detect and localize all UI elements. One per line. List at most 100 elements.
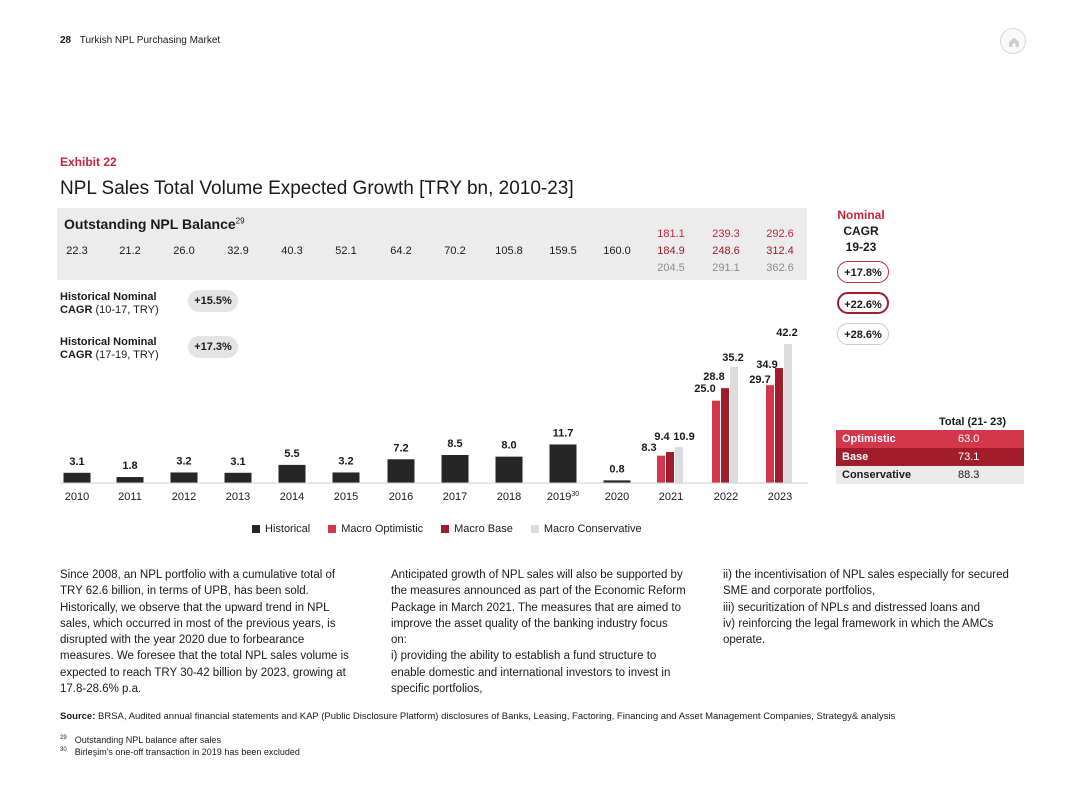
balance-value: 32.9 — [227, 245, 249, 257]
page-header: 28 Turkish NPL Purchasing Market — [60, 35, 220, 46]
bar-historical-2019 — [549, 444, 577, 483]
bar-base-2021 — [666, 452, 674, 483]
balance-value-optimistic: 239.3 — [712, 228, 740, 240]
report-title: Turkish NPL Purchasing Market — [79, 35, 221, 46]
balance-value: 52.1 — [335, 245, 357, 257]
totals-row-conservative: Conservative 88.3 — [836, 466, 1024, 484]
totals-table: Total (21- 23) Optimistic 63.0 Base 73.1 C… — [836, 416, 1024, 484]
bar-label-optimistic-2023: 29.7 — [749, 374, 770, 386]
legend-historical: Historical — [252, 523, 310, 535]
balance-value: 26.0 — [173, 245, 195, 257]
nominal-cagr-base: +22.6% — [837, 292, 889, 314]
body-column-2: Anticipated growth of NPL sales will als… — [391, 569, 686, 696]
x-tick-2012: 2012 — [172, 491, 196, 503]
bar-historical-2015 — [332, 472, 360, 483]
totals-row-base: Base 73.1 — [836, 448, 1024, 466]
home-icon — [1009, 37, 1019, 47]
x-tick-2013: 2013 — [226, 491, 250, 503]
balance-value-conservative: 291.1 — [712, 262, 740, 274]
bar-conservative-2021 — [675, 447, 683, 483]
bar-label-historical-2010: 3.1 — [69, 456, 84, 468]
nominal-cagr-optimistic: +17.8% — [837, 261, 889, 283]
source-note: Source: BRSA, Audited annual financial s… — [60, 711, 896, 722]
bar-conservative-2022 — [730, 367, 738, 483]
x-tick-2014: 2014 — [280, 491, 304, 503]
bar-label-historical-2020: 0.8 — [609, 463, 624, 475]
x-tick-2010: 2010 — [65, 491, 89, 503]
bar-label-base-2023: 34.9 — [756, 359, 777, 371]
balance-value-base: 184.9 — [657, 245, 685, 257]
balance-value-optimistic: 292.6 — [766, 228, 794, 240]
balance-value: 70.2 — [444, 245, 466, 257]
balance-value: 21.2 — [119, 245, 141, 257]
bar-label-conservative-2023: 42.2 — [776, 327, 797, 339]
bar-label-historical-2018: 8.0 — [501, 440, 516, 452]
x-tick-2015: 2015 — [334, 491, 358, 503]
legend-base: Macro Base — [441, 523, 513, 535]
balance-value-conservative: 204.5 — [657, 262, 685, 274]
bar-historical-2012 — [170, 472, 198, 483]
balance-value: 159.5 — [549, 245, 577, 257]
balance-value-base: 248.6 — [712, 245, 740, 257]
balance-value: 160.0 — [603, 245, 631, 257]
bar-label-historical-2016: 7.2 — [393, 442, 408, 454]
x-tick-2018: 2018 — [497, 491, 521, 503]
bar-base-2022 — [721, 388, 729, 483]
totals-header: Total (21- 23) — [938, 416, 1006, 428]
bar-label-base-2021: 9.4 — [654, 431, 670, 443]
bar-label-base-2022: 28.8 — [703, 371, 724, 383]
historical-cagr-label-2: Historical Nominal CAGR (17-19, TRY) — [60, 336, 159, 361]
x-tick-2011: 2011 — [118, 491, 142, 503]
nominal-cagr-heading: Nominal CAGR 19-23 — [837, 208, 885, 254]
nominal-cagr-conservative: +28.6% — [837, 323, 889, 345]
bar-historical-2017 — [441, 455, 469, 483]
bar-optimistic-2021 — [657, 455, 665, 483]
bar-optimistic-2022 — [712, 400, 720, 483]
balance-value-optimistic: 181.1 — [657, 228, 685, 240]
footnote-30: 30 Birleşim's one-off transaction in 2019… — [60, 747, 300, 757]
bar-optimistic-2023 — [766, 385, 774, 483]
bar-historical-2018 — [495, 456, 523, 483]
bar-historical-2016 — [387, 459, 415, 483]
chart-title: NPL Sales Total Volume Expected Growth [… — [60, 178, 574, 199]
bar-historical-2011 — [116, 477, 144, 483]
bar-base-2023 — [775, 368, 783, 483]
historical-cagr-pill-2: +17.3% — [188, 336, 238, 358]
bar-historical-2020 — [603, 480, 631, 483]
x-tick-2021: 2021 — [659, 491, 683, 503]
x-tick-2019: 201930 — [547, 491, 579, 503]
bar-label-conservative-2022: 35.2 — [722, 352, 743, 364]
bar-label-historical-2013: 3.1 — [230, 456, 245, 468]
footnote-29: 29 Outstanding NPL balance after sales — [60, 735, 221, 745]
bar-label-historical-2012: 3.2 — [176, 455, 191, 467]
bar-label-historical-2014: 5.5 — [284, 448, 299, 460]
body-column-3: ii) the incentivisation of NPL sales esp… — [723, 569, 1009, 647]
balance-value: 22.3 — [66, 245, 88, 257]
bar-historical-2013 — [224, 472, 252, 483]
bar-label-optimistic-2021: 8.3 — [641, 442, 656, 454]
bar-label-conservative-2021: 10.9 — [673, 431, 694, 443]
historical-cagr-label-1: Historical Nominal CAGR (10-17, TRY) — [60, 291, 159, 316]
outstanding-balance-title: Outstanding NPL Balance29 — [64, 216, 245, 232]
chart-legend: Historical Macro Optimistic Macro Base M… — [252, 523, 642, 535]
home-button[interactable] — [1000, 28, 1026, 54]
balance-value: 64.2 — [390, 245, 412, 257]
legend-conservative: Macro Conservative — [530, 523, 642, 535]
historical-cagr-pill-1: +15.5% — [188, 290, 238, 312]
balance-value-base: 312.4 — [766, 245, 794, 257]
totals-row-optimistic: Optimistic 63.0 — [836, 430, 1024, 448]
x-tick-2016: 2016 — [389, 491, 413, 503]
bar-label-optimistic-2022: 25.0 — [694, 383, 715, 395]
outstanding-balance-panel — [57, 208, 807, 280]
bar-historical-2010 — [63, 472, 91, 483]
bar-label-historical-2015: 3.2 — [338, 455, 353, 467]
x-tick-2017: 2017 — [443, 491, 467, 503]
x-tick-2023: 2023 — [768, 491, 792, 503]
balance-value: 105.8 — [495, 245, 523, 257]
bar-label-historical-2019: 11.7 — [553, 427, 574, 439]
balance-value: 40.3 — [281, 245, 303, 257]
bar-conservative-2023 — [784, 344, 792, 483]
exhibit-label: Exhibit 22 — [60, 155, 117, 169]
body-column-1: Since 2008, an NPL portfolio with a cumu… — [60, 569, 349, 696]
